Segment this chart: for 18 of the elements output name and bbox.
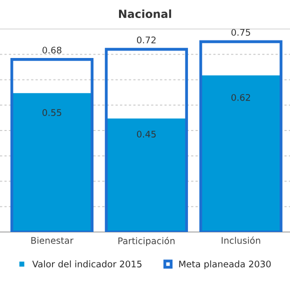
bar xyxy=(200,74,282,232)
data-label: 0.72 xyxy=(136,36,156,44)
bar xyxy=(104,48,188,232)
data-label: 0.45 xyxy=(136,130,156,138)
legend-label: Valor del indicador 2015 xyxy=(32,260,142,268)
chart-title: Nacional xyxy=(119,9,172,18)
data-label: 0.75 xyxy=(231,28,250,36)
data-label: 0.62 xyxy=(231,94,250,101)
x-tick-label: Inclusión xyxy=(222,236,260,244)
x-tick-label: Participación xyxy=(118,236,175,246)
bar xyxy=(199,40,282,232)
x-tick-label: Bienestar xyxy=(31,236,74,244)
data-label: 0.68 xyxy=(42,46,62,54)
legend-label: Meta planeada 2030 xyxy=(179,260,271,270)
data-label: 0.55 xyxy=(42,109,62,116)
bar xyxy=(11,92,93,232)
bar xyxy=(10,58,94,232)
bar xyxy=(106,117,188,232)
